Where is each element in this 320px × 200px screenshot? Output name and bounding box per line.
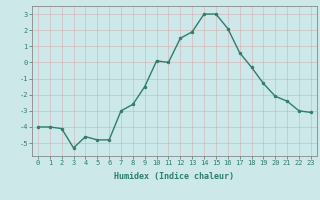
X-axis label: Humidex (Indice chaleur): Humidex (Indice chaleur) [115,172,234,181]
